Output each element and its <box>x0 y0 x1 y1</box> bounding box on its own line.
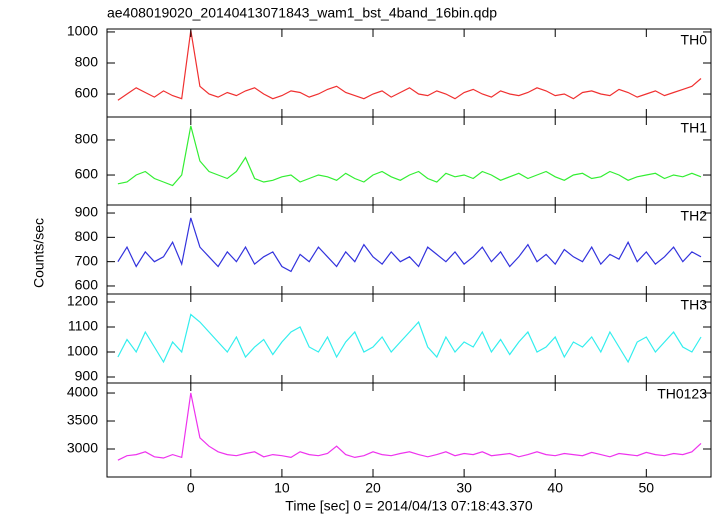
x-tick-label: 30 <box>456 480 472 496</box>
x-axis-label: Time [sec] 0 = 2014/04/13 07:18:43.370 <box>285 498 533 514</box>
data-line <box>117 217 702 273</box>
panel-label: TH2 <box>681 208 708 224</box>
panel-frame <box>106 116 712 206</box>
y-tick-label: 1200 <box>67 293 98 309</box>
data-line <box>117 313 702 364</box>
y-tick-label: 900 <box>75 204 99 220</box>
panel-label: TH0 <box>681 32 708 48</box>
y-tick-label: 1000 <box>67 343 98 359</box>
y-tick-label: 800 <box>75 131 99 147</box>
data-line <box>117 125 702 187</box>
x-tick-label: 20 <box>365 480 381 496</box>
panel-frame <box>106 204 712 295</box>
y-tick-label: 600 <box>75 85 99 101</box>
x-tick-label: 10 <box>274 480 290 496</box>
y-tick-label: 600 <box>75 166 99 182</box>
y-tick-label: 3000 <box>67 440 98 456</box>
x-tick-label: 40 <box>547 480 563 496</box>
panel-label: TH1 <box>681 120 708 136</box>
y-tick-label: 700 <box>75 252 99 268</box>
y-tick-label: 800 <box>75 54 99 70</box>
y-tick-label: 1000 <box>67 23 98 39</box>
data-line <box>117 392 702 461</box>
x-tick-label: 0 <box>187 480 195 496</box>
y-tick-label: 3500 <box>67 412 98 428</box>
panel-label: TH0123 <box>657 386 707 402</box>
y-tick-label: 900 <box>75 368 99 384</box>
y-axis-label: Counts/sec <box>31 218 47 288</box>
chart-title: ae408019020_20140413071843_wam1_bst_4ban… <box>107 5 497 21</box>
y-tick-label: 600 <box>75 277 99 293</box>
panel-label: TH3 <box>681 297 708 313</box>
data-line <box>117 30 702 101</box>
y-tick-label: 800 <box>75 228 99 244</box>
y-tick-label: 4000 <box>67 384 98 400</box>
y-tick-label: 1100 <box>68 318 98 334</box>
panel-frame <box>106 293 712 384</box>
panel-frame <box>106 382 712 478</box>
x-tick-label: 50 <box>639 480 655 496</box>
